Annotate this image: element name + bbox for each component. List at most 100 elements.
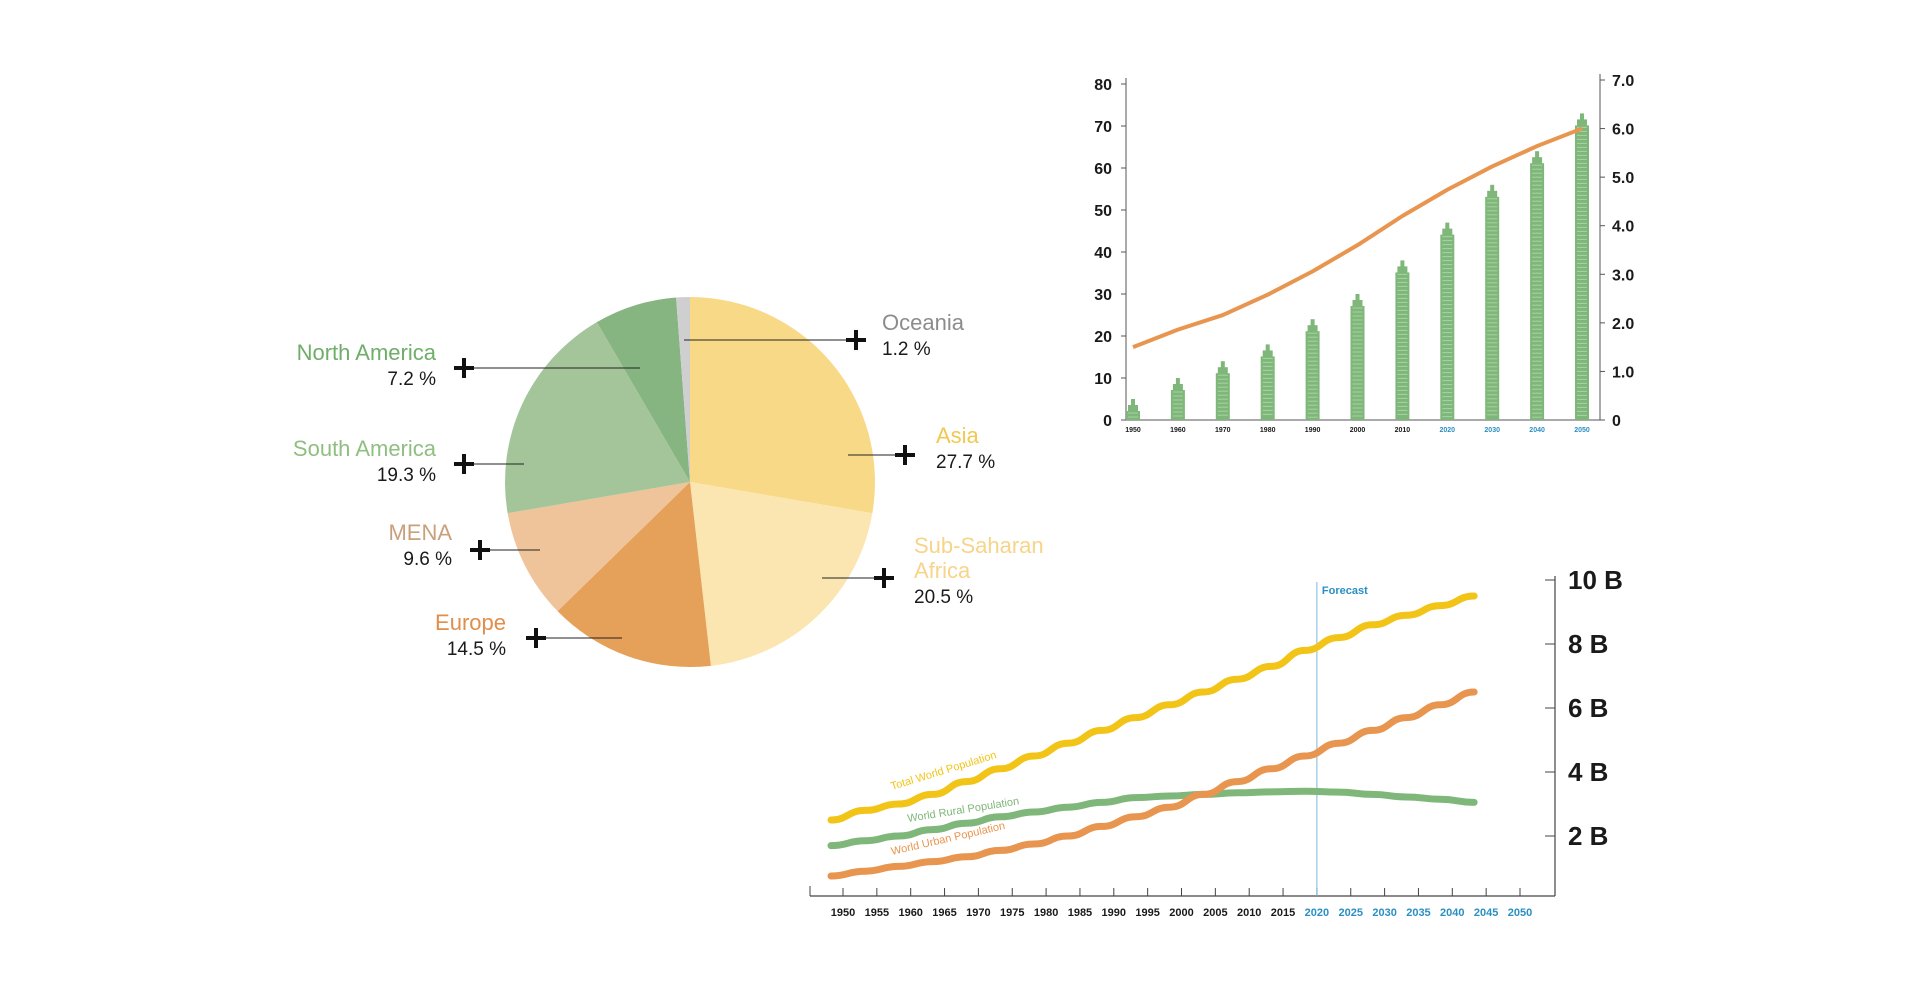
- x-tick-label: 1985: [1068, 907, 1092, 919]
- pie-slice-europe: [557, 482, 711, 667]
- slice-percent-oceania: 1.2 %: [882, 339, 931, 360]
- x-tick-label: 2020: [1305, 907, 1329, 919]
- x-tick-label: 2005: [1203, 907, 1227, 919]
- bar-top-1990: [1307, 325, 1318, 334]
- x-tick-label: 1965: [932, 907, 956, 919]
- bar-top-2040: [1532, 157, 1543, 166]
- slice-percent-asia: 27.7 %: [936, 452, 995, 473]
- y-left-tick-label: 30: [1094, 287, 1112, 304]
- x-tick-label: 2025: [1339, 907, 1363, 919]
- pie-slice-south-america: [505, 322, 690, 514]
- bar-spire-1980: [1265, 344, 1270, 353]
- x-tick-label: 1995: [1135, 907, 1159, 919]
- x-tick-label: 1980: [1260, 427, 1276, 434]
- x-tick-label: 1960: [1170, 427, 1186, 434]
- y-right-tick-label: 5.0: [1612, 170, 1634, 187]
- bar-top-2030: [1487, 190, 1498, 199]
- x-tick-label: 1960: [898, 907, 922, 919]
- slice-name-mena: MENA: [388, 520, 452, 545]
- x-tick-label: 2015: [1271, 907, 1295, 919]
- plus-icon: [454, 358, 474, 378]
- series-label-total-world-population: Total World Population: [889, 749, 998, 793]
- x-tick-label: 1955: [865, 907, 889, 919]
- bar-spire-1960: [1175, 378, 1180, 386]
- bar-spire-2020: [1445, 222, 1450, 231]
- series-line: [1132, 126, 1583, 350]
- y-tick-label: 8 B: [1568, 629, 1608, 659]
- y-right-tick-label: 4.0: [1612, 219, 1634, 236]
- x-tick-label: 1970: [966, 907, 990, 919]
- y-left-tick-label: 20: [1094, 329, 1112, 346]
- y-left-tick-label: 40: [1094, 245, 1112, 262]
- slice-name-asia: Asia: [936, 423, 980, 448]
- x-tick-label: 1950: [831, 907, 855, 919]
- plus-icon: [846, 330, 866, 350]
- x-tick-label: 2030: [1372, 907, 1396, 919]
- bar-spire-2010: [1400, 260, 1405, 269]
- y-left-tick-label: 60: [1094, 161, 1112, 178]
- pie-slice-oceania: [676, 297, 690, 482]
- bar-2040: [1530, 163, 1545, 420]
- bar-spire-2030: [1490, 184, 1495, 193]
- y-left-tick-label: 50: [1094, 203, 1112, 220]
- bar-spire-1950: [1131, 399, 1135, 407]
- slice-name-north-america: North America: [297, 340, 437, 365]
- bar-top-2000: [1352, 300, 1363, 308]
- bar-top-2050: [1577, 119, 1587, 128]
- series-line-total-world-population: [827, 592, 1478, 824]
- y-right-tick-label: 6.0: [1612, 122, 1634, 139]
- pie-slice-asia: [690, 297, 875, 514]
- series-line-world-urban-population: [827, 688, 1478, 880]
- x-tick-label: 1975: [1000, 907, 1024, 919]
- y-tick-label: 2 B: [1568, 821, 1608, 851]
- bar-2000: [1350, 306, 1365, 420]
- plus-icon: [470, 540, 490, 560]
- bar-top-2020: [1442, 228, 1453, 237]
- pie-slice-north-america: [596, 297, 690, 482]
- slice-percent-south-america: 19.3 %: [377, 465, 436, 486]
- slice-percent-europe: 14.5 %: [447, 639, 506, 660]
- x-tick-label: 2000: [1169, 907, 1193, 919]
- y-left-tick-label: 0: [1103, 413, 1112, 430]
- bar-top-1980: [1262, 350, 1273, 359]
- slice-name-europe: Europe: [435, 610, 506, 635]
- bar-spire-2040: [1535, 151, 1540, 160]
- series-line-world-rural-population: [827, 787, 1478, 850]
- x-tick-label: 1980: [1034, 907, 1058, 919]
- x-tick-label: 2035: [1406, 907, 1430, 919]
- slice-name-sub-saharan-africa: Sub-Saharan: [914, 533, 1044, 558]
- bar-1950: [1126, 411, 1140, 420]
- plus-icon: [454, 454, 474, 474]
- x-tick-label: 2020: [1440, 427, 1456, 434]
- x-tick-label: 2030: [1484, 427, 1500, 434]
- slice-percent-mena: 9.6 %: [403, 549, 452, 570]
- plus-icon: [874, 568, 894, 588]
- slice-name-south-america: South America: [293, 436, 437, 461]
- x-tick-label: 2010: [1395, 427, 1411, 434]
- y-left-tick-label: 80: [1094, 77, 1112, 94]
- bar-spire-1990: [1310, 319, 1315, 328]
- x-tick-label: 1990: [1102, 907, 1126, 919]
- x-tick-label: 1950: [1125, 427, 1141, 434]
- plus-icon: [895, 445, 915, 465]
- y-right-tick-label: 0: [1612, 413, 1621, 430]
- y-left-tick-label: 10: [1094, 371, 1112, 388]
- y-tick-label: 6 B: [1568, 693, 1608, 723]
- bar-1990: [1305, 331, 1320, 420]
- y-left-tick-label: 70: [1094, 119, 1112, 136]
- bar-top-1950: [1128, 405, 1138, 413]
- y-right-tick-label: 3.0: [1612, 267, 1634, 284]
- bar-1980: [1260, 356, 1275, 420]
- bar-top-2010: [1397, 266, 1408, 275]
- x-tick-label: 2050: [1508, 907, 1532, 919]
- x-tick-label: 2050: [1574, 427, 1590, 434]
- y-right-tick-label: 2.0: [1612, 316, 1634, 333]
- x-tick-label: 1970: [1215, 427, 1231, 434]
- bar-top-1960: [1172, 384, 1183, 392]
- x-tick-label: 2000: [1350, 427, 1366, 434]
- bar-1970: [1215, 373, 1230, 420]
- forecast-label: Forecast: [1322, 585, 1368, 597]
- population-line-chart: 1950 1955 1960 1965 1970 1975 1980 1985 1990 1995…: [809, 565, 1623, 919]
